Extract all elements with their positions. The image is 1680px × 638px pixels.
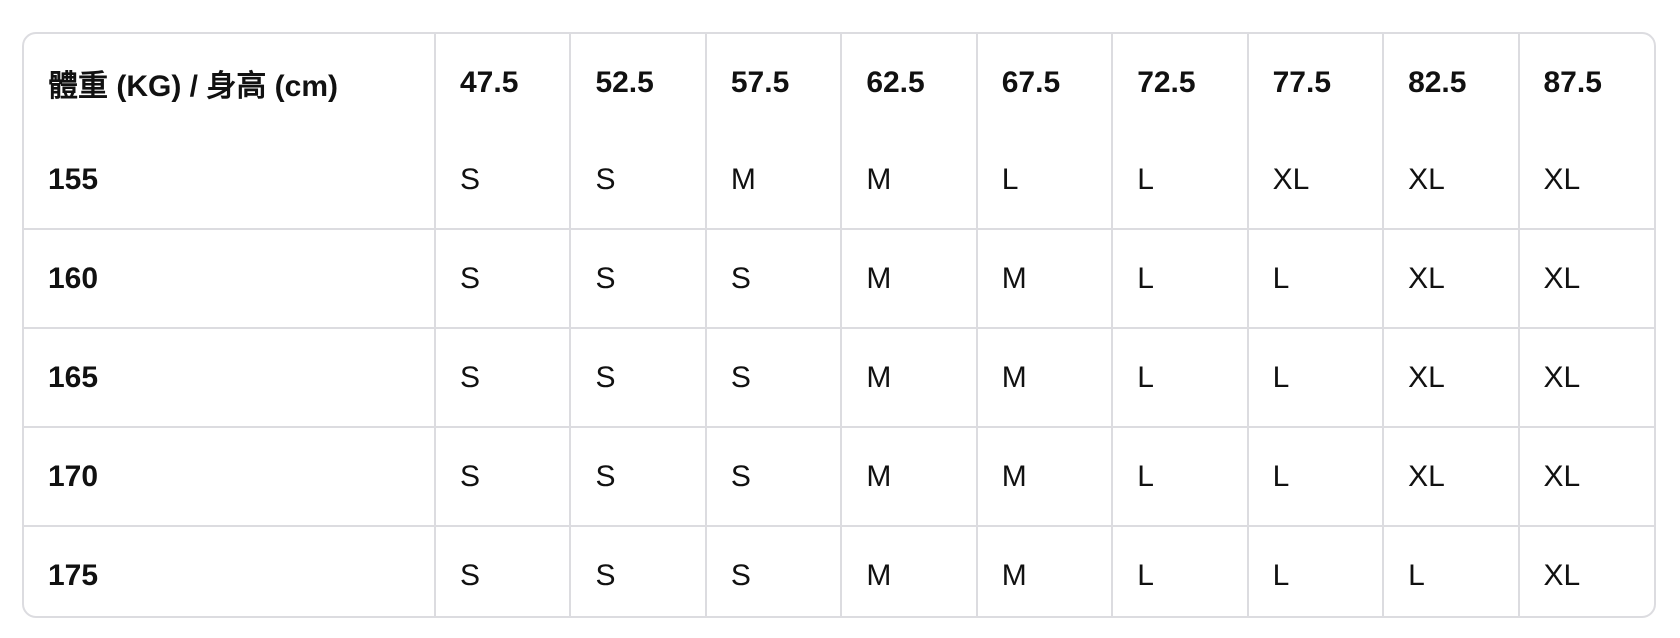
size-cell: M (840, 131, 978, 230)
height-cell: 160 (24, 228, 436, 329)
size-cell: L (1111, 228, 1249, 329)
weight-header: 52.5 (569, 34, 707, 131)
size-cell: S (569, 131, 707, 230)
size-cell: L (1246, 228, 1385, 329)
weight-header: 57.5 (704, 34, 843, 131)
size-cell: M (975, 228, 1114, 329)
weight-header: 72.5 (1111, 34, 1249, 131)
size-cell: XL (1517, 327, 1654, 428)
size-cell: M (975, 327, 1114, 428)
height-cell: 175 (24, 525, 436, 616)
size-chart-table-container: 體重 (KG) / 身高 (cm) 47.5 52.5 57.5 62.5 67.5 72… (22, 32, 1656, 618)
height-cell: 170 (24, 426, 436, 527)
size-cell: L (1382, 525, 1520, 616)
size-cell: S (433, 426, 572, 527)
weight-header: 67.5 (975, 34, 1114, 131)
size-cell: S (704, 228, 843, 329)
table-row: 165 S S S M M L L XL XL (24, 327, 1654, 428)
size-cell: L (1111, 525, 1249, 616)
table-row: 155 S S M M L L XL XL XL (24, 131, 1654, 230)
size-cell: XL (1382, 327, 1520, 428)
size-cell: L (1111, 327, 1249, 428)
weight-header: 47.5 (433, 34, 572, 131)
size-cell: L (1246, 525, 1385, 616)
size-cell: XL (1246, 131, 1385, 230)
weight-header: 82.5 (1382, 34, 1520, 131)
size-cell: XL (1517, 426, 1654, 527)
table-row: 160 S S S M M L L XL XL (24, 228, 1654, 329)
size-cell: S (704, 426, 843, 527)
size-cell: M (840, 525, 978, 616)
size-cell: M (840, 327, 978, 428)
size-cell: XL (1517, 228, 1654, 329)
size-cell: S (569, 525, 707, 616)
size-cell: XL (1517, 131, 1654, 230)
height-cell: 165 (24, 327, 436, 428)
size-cell: M (840, 426, 978, 527)
size-cell: L (975, 131, 1114, 230)
size-cell: L (1246, 426, 1385, 527)
size-chart-table: 體重 (KG) / 身高 (cm) 47.5 52.5 57.5 62.5 67.5 72… (24, 34, 1654, 616)
weight-header: 87.5 (1517, 34, 1654, 131)
size-cell: M (975, 426, 1114, 527)
size-cell: M (704, 131, 843, 230)
header-row: 體重 (KG) / 身高 (cm) 47.5 52.5 57.5 62.5 67.5 72… (24, 34, 1654, 131)
table-row: 170 S S S M M L L XL XL (24, 426, 1654, 527)
weight-header: 77.5 (1246, 34, 1385, 131)
size-cell: S (569, 327, 707, 428)
size-cell: S (433, 131, 572, 230)
size-cell: S (704, 525, 843, 616)
size-cell: S (433, 228, 572, 329)
size-cell: XL (1382, 228, 1520, 329)
height-cell: 155 (24, 131, 436, 230)
size-cell: S (569, 228, 707, 329)
size-cell: M (975, 525, 1114, 616)
size-cell: S (569, 426, 707, 527)
size-cell: S (433, 525, 572, 616)
size-cell: XL (1382, 131, 1520, 230)
corner-header: 體重 (KG) / 身高 (cm) (24, 34, 436, 131)
weight-header: 62.5 (840, 34, 978, 131)
size-cell: S (433, 327, 572, 428)
size-cell: L (1111, 131, 1249, 230)
size-cell: M (840, 228, 978, 329)
size-cell: S (704, 327, 843, 428)
size-cell: XL (1517, 525, 1654, 616)
size-cell: L (1111, 426, 1249, 527)
table-row: 175 S S S M M L L L XL (24, 525, 1654, 616)
size-cell: L (1246, 327, 1385, 428)
size-cell: XL (1382, 426, 1520, 527)
